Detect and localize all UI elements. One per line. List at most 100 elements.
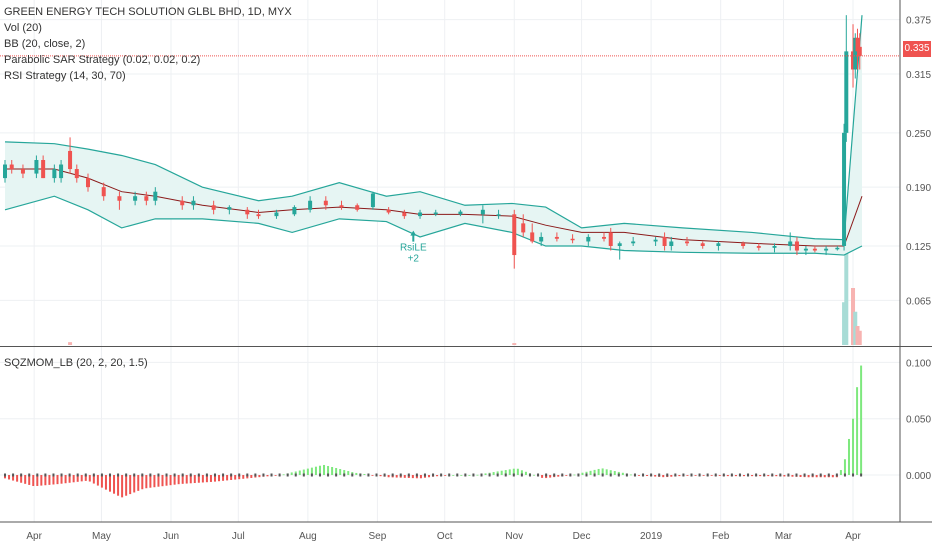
- candle: [74, 164, 79, 183]
- momentum-bar: [694, 475, 697, 476]
- candle: [794, 236, 799, 256]
- candle-body: [512, 214, 517, 256]
- momentum-bar: [88, 475, 91, 482]
- momentum-bar: [32, 475, 35, 487]
- momentum-bar: [157, 475, 160, 487]
- candle: [631, 236, 636, 246]
- indicator-vol[interactable]: Vol (20): [4, 22, 42, 34]
- momentum-bar: [589, 470, 592, 475]
- momentum-bar: [823, 475, 826, 478]
- momentum-bar: [379, 475, 382, 477]
- squeeze-dot: [730, 473, 733, 477]
- candle-body: [59, 164, 64, 179]
- squeeze-dot: [125, 473, 128, 477]
- squeeze-dot: [213, 473, 216, 477]
- candle-body: [433, 212, 438, 215]
- candles: [3, 15, 862, 269]
- candle-body: [835, 247, 840, 250]
- squeeze-dot: [827, 473, 830, 477]
- momentum-bar: [702, 475, 705, 476]
- candle-body: [788, 241, 793, 246]
- candle: [824, 246, 829, 256]
- squeeze-dot: [698, 473, 701, 477]
- squeeze-dot: [617, 473, 620, 477]
- chart-title: GREEN ENERGY TECH SOLUTION GLBL BHD, 1D,…: [4, 6, 292, 18]
- squeeze-dot: [117, 473, 120, 477]
- momentum-bar: [411, 475, 414, 479]
- momentum-bar: [44, 475, 47, 486]
- candle: [586, 234, 591, 246]
- candle-body: [554, 236, 559, 239]
- momentum-bar: [444, 475, 447, 476]
- squeeze-dot: [682, 473, 685, 477]
- candle-body: [844, 51, 849, 133]
- squeeze-dot: [238, 473, 241, 477]
- candle: [101, 182, 106, 201]
- oscillator-legend[interactable]: SQZMOM_LB (20, 2, 20, 1.5): [4, 357, 148, 369]
- candle-body: [685, 241, 690, 244]
- squeeze-dot: [528, 473, 531, 477]
- momentum-bar: [852, 418, 855, 475]
- momentum-bar: [617, 471, 620, 475]
- rsi-long-entry-signal[interactable]: RsiLE+2: [400, 230, 427, 265]
- candle-body: [52, 169, 57, 179]
- squeeze-dot: [254, 473, 257, 477]
- squeeze-dot: [52, 473, 55, 477]
- momentum-bar: [646, 475, 649, 476]
- squeeze-dot: [795, 473, 798, 477]
- momentum-bar: [161, 475, 164, 487]
- indicator-rsi[interactable]: RSI Strategy (14, 30, 70): [4, 70, 126, 82]
- indicator-bb[interactable]: BB (20, close, 2): [4, 38, 86, 50]
- candle: [59, 160, 64, 183]
- momentum-bar: [84, 475, 87, 481]
- candle: [34, 155, 39, 179]
- squeeze-dot: [335, 473, 338, 477]
- candle-body: [631, 241, 636, 244]
- momentum-bar: [807, 475, 810, 478]
- candle: [52, 164, 57, 183]
- bb-upper-band: [4, 15, 863, 241]
- candle: [133, 191, 138, 206]
- squeeze-dot: [803, 473, 806, 477]
- squeeze-dot: [666, 473, 669, 477]
- candle-body: [308, 200, 313, 210]
- candle: [9, 160, 14, 174]
- price-tick-label: 0.125: [906, 242, 931, 253]
- momentum-bar: [605, 469, 608, 475]
- momentum-bar: [597, 468, 600, 475]
- price-tick-label: 0.065: [906, 296, 931, 307]
- volume-bar: [512, 343, 517, 345]
- candle: [227, 205, 232, 215]
- candle: [68, 137, 73, 174]
- momentum-bar: [500, 470, 503, 475]
- squeeze-dot: [601, 473, 604, 477]
- squeeze-dot: [440, 473, 443, 477]
- momentum-bar: [670, 475, 673, 477]
- candle-body: [857, 46, 862, 56]
- candle-body: [772, 246, 777, 248]
- candle: [323, 196, 328, 210]
- squeeze-dot: [68, 473, 71, 477]
- candle: [274, 209, 279, 219]
- candle: [570, 234, 575, 244]
- indicator-psar[interactable]: Parabolic SAR Strategy (0.02, 0.02, 0.2): [4, 54, 201, 66]
- bb-lower-band: [4, 195, 863, 256]
- squeeze-dot: [100, 473, 103, 477]
- candle-body: [180, 200, 185, 206]
- momentum-bar: [629, 474, 632, 476]
- momentum-bar: [141, 475, 144, 490]
- candle: [458, 209, 463, 217]
- momentum-bar: [133, 475, 136, 493]
- candle-body: [323, 200, 328, 206]
- volume-bar: [842, 302, 847, 345]
- momentum-bar: [121, 475, 124, 498]
- squeeze-dot: [633, 473, 636, 477]
- squeeze-dot: [843, 473, 846, 477]
- momentum-bar: [403, 475, 406, 478]
- candle: [256, 209, 261, 219]
- momentum-bar: [323, 464, 326, 475]
- momentum-bar: [72, 475, 75, 483]
- momentum-bar: [96, 475, 99, 486]
- momentum-bar: [230, 475, 233, 480]
- momentum-bar: [557, 475, 560, 477]
